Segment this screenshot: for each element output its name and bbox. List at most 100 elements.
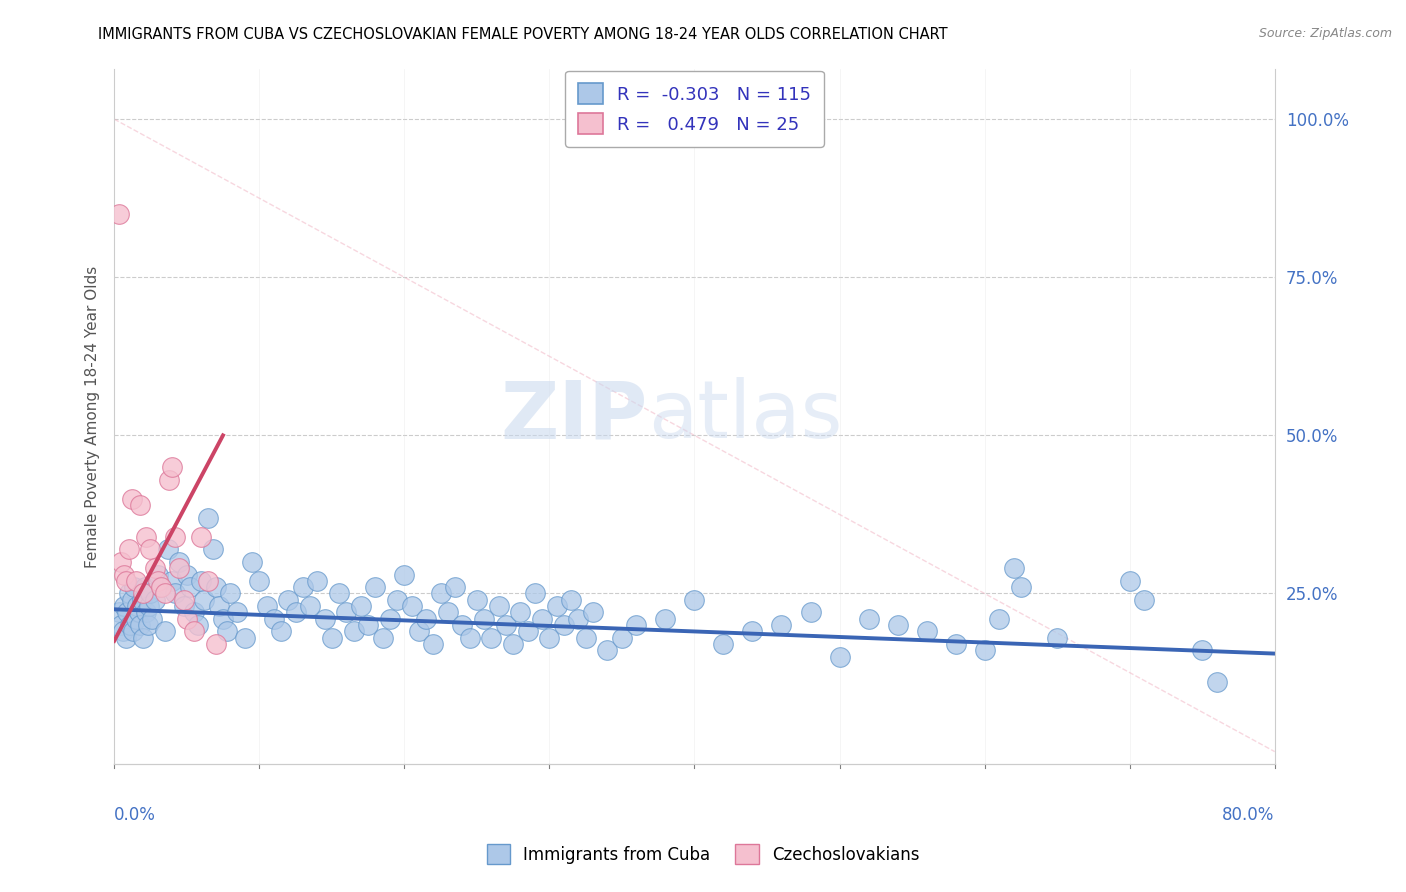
Point bbox=[139, 542, 162, 557]
Point bbox=[197, 510, 219, 524]
Point bbox=[546, 599, 568, 614]
Point bbox=[149, 580, 172, 594]
Point bbox=[342, 624, 364, 639]
Point bbox=[437, 606, 460, 620]
Point bbox=[183, 624, 205, 639]
Point bbox=[1133, 592, 1156, 607]
Point bbox=[149, 580, 172, 594]
Point bbox=[240, 555, 263, 569]
Point bbox=[132, 631, 155, 645]
Point bbox=[429, 586, 451, 600]
Point bbox=[165, 530, 187, 544]
Point bbox=[226, 606, 249, 620]
Point bbox=[451, 618, 474, 632]
Point bbox=[136, 618, 159, 632]
Point bbox=[114, 574, 136, 588]
Point bbox=[153, 624, 176, 639]
Point bbox=[169, 561, 191, 575]
Point bbox=[160, 574, 183, 588]
Point bbox=[465, 592, 488, 607]
Point bbox=[143, 561, 166, 575]
Legend: Immigrants from Cuba, Czechoslovakians: Immigrants from Cuba, Czechoslovakians bbox=[479, 838, 927, 871]
Point bbox=[176, 612, 198, 626]
Point bbox=[364, 580, 387, 594]
Point bbox=[197, 574, 219, 588]
Point bbox=[169, 555, 191, 569]
Point bbox=[173, 592, 195, 607]
Point bbox=[111, 624, 134, 639]
Point bbox=[190, 574, 212, 588]
Point bbox=[118, 586, 141, 600]
Point bbox=[125, 612, 148, 626]
Point bbox=[212, 612, 235, 626]
Point bbox=[138, 599, 160, 614]
Point bbox=[219, 586, 242, 600]
Point bbox=[208, 599, 231, 614]
Point bbox=[488, 599, 510, 614]
Point bbox=[124, 580, 146, 594]
Point bbox=[193, 592, 215, 607]
Text: 0.0%: 0.0% bbox=[114, 806, 156, 824]
Point bbox=[121, 592, 143, 607]
Point bbox=[1046, 631, 1069, 645]
Point bbox=[321, 631, 343, 645]
Point bbox=[799, 606, 821, 620]
Point bbox=[118, 542, 141, 557]
Text: ZIP: ZIP bbox=[501, 377, 648, 456]
Point bbox=[307, 574, 329, 588]
Point bbox=[157, 473, 180, 487]
Point bbox=[183, 606, 205, 620]
Point bbox=[472, 612, 495, 626]
Point bbox=[134, 580, 156, 594]
Text: 80.0%: 80.0% bbox=[1222, 806, 1275, 824]
Point bbox=[173, 599, 195, 614]
Point bbox=[1118, 574, 1140, 588]
Point bbox=[110, 618, 132, 632]
Point bbox=[458, 631, 481, 645]
Point bbox=[1002, 561, 1025, 575]
Point bbox=[127, 599, 149, 614]
Point bbox=[988, 612, 1011, 626]
Point bbox=[654, 612, 676, 626]
Point bbox=[284, 606, 307, 620]
Point bbox=[495, 618, 517, 632]
Point bbox=[567, 612, 589, 626]
Point bbox=[1191, 643, 1213, 657]
Point bbox=[626, 618, 648, 632]
Point bbox=[770, 618, 793, 632]
Point bbox=[146, 574, 169, 588]
Point bbox=[187, 618, 209, 632]
Point bbox=[479, 631, 502, 645]
Point bbox=[160, 460, 183, 475]
Point bbox=[741, 624, 763, 639]
Point bbox=[107, 606, 129, 620]
Point bbox=[502, 637, 524, 651]
Point bbox=[204, 580, 226, 594]
Point bbox=[165, 586, 187, 600]
Text: IMMIGRANTS FROM CUBA VS CZECHOSLOVAKIAN FEMALE POVERTY AMONG 18-24 YEAR OLDS COR: IMMIGRANTS FROM CUBA VS CZECHOSLOVAKIAN … bbox=[98, 27, 948, 42]
Point bbox=[378, 612, 401, 626]
Point bbox=[713, 637, 735, 651]
Text: atlas: atlas bbox=[648, 377, 842, 456]
Point bbox=[146, 567, 169, 582]
Point bbox=[915, 624, 938, 639]
Point bbox=[335, 606, 357, 620]
Point bbox=[122, 624, 145, 639]
Point bbox=[263, 612, 285, 626]
Point bbox=[139, 586, 162, 600]
Point bbox=[190, 530, 212, 544]
Point bbox=[1205, 675, 1227, 690]
Point bbox=[385, 592, 408, 607]
Point bbox=[582, 606, 605, 620]
Point bbox=[117, 606, 139, 620]
Point bbox=[131, 592, 153, 607]
Point bbox=[422, 637, 444, 651]
Point bbox=[973, 643, 995, 657]
Point bbox=[120, 618, 142, 632]
Point bbox=[560, 592, 582, 607]
Point bbox=[553, 618, 575, 632]
Point bbox=[114, 631, 136, 645]
Point bbox=[371, 631, 394, 645]
Point bbox=[256, 599, 278, 614]
Point bbox=[129, 618, 152, 632]
